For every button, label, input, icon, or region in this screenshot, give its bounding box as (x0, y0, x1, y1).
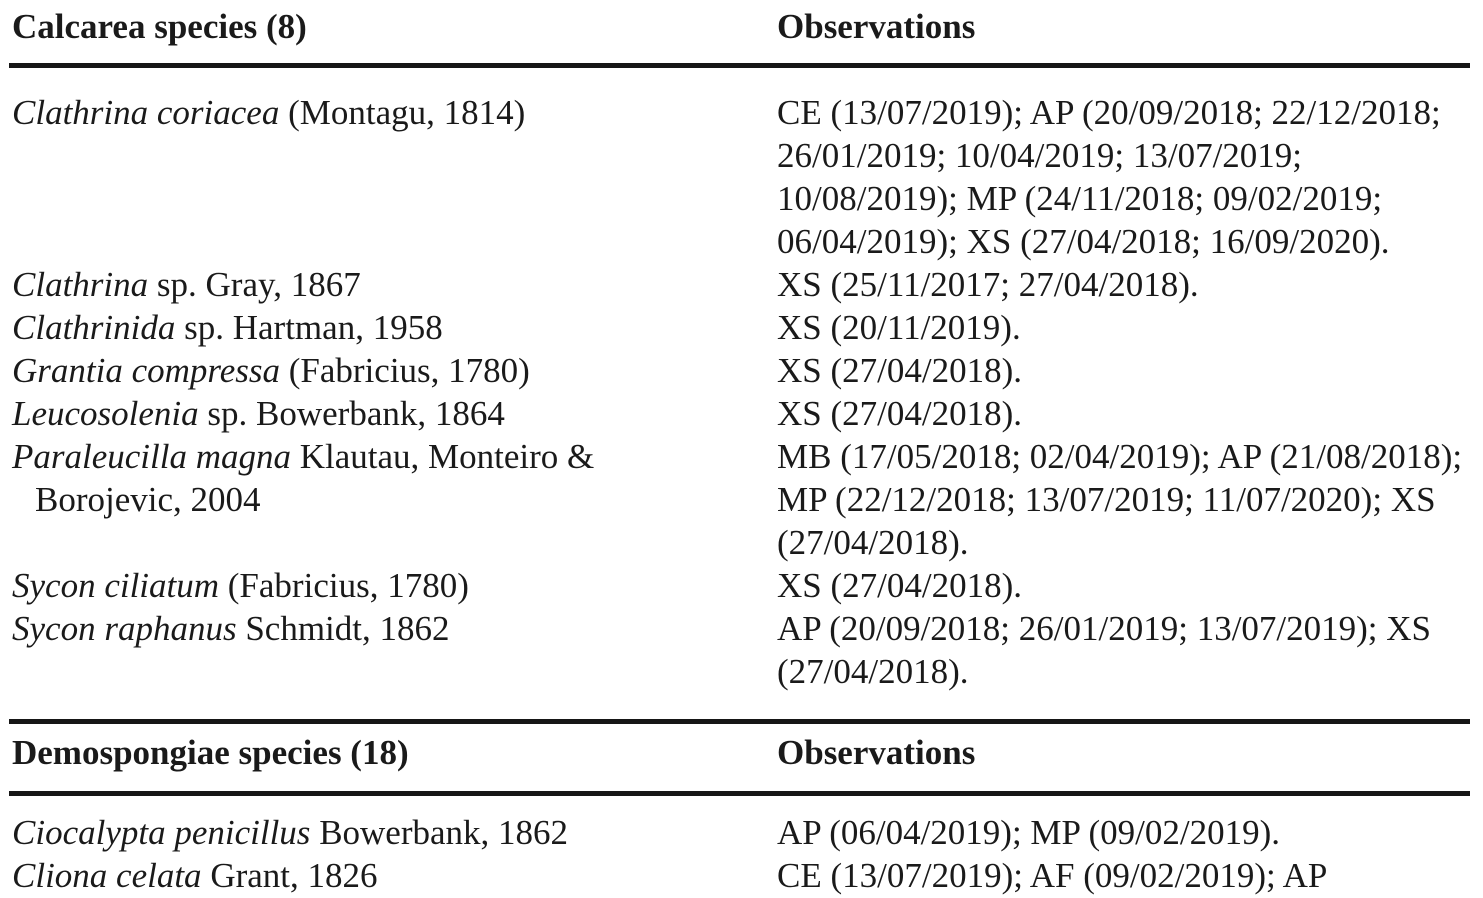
table-rule (9, 719, 1470, 724)
table-row: Clathrina sp. Gray, 1867 XS (25/11/2017;… (12, 263, 1470, 306)
table-row: Clathrinida sp. Hartman, 1958 XS (20/11/… (12, 306, 1470, 349)
observations-cell: XS (20/11/2019). (777, 308, 1021, 347)
column-header-observations: Observations (777, 733, 976, 772)
species-authority: sp. Hartman, 1958 (175, 308, 443, 347)
species-cell: Paraleucilla magna Klautau, Monteiro & B… (12, 435, 777, 521)
species-cell: Sycon raphanus Schmidt, 1862 (12, 607, 777, 650)
species-name: Sycon raphanus (12, 609, 237, 648)
table-row: Cliona celata Grant, 1826 CE (13/07/2019… (12, 854, 1470, 897)
observations-cell: XS (27/04/2018). (777, 351, 1022, 390)
demospongiae-rows: Ciocalypta penicillus Bowerbank, 1862 AP… (12, 811, 1470, 897)
column-header-species: Calcarea species (8) (12, 7, 307, 46)
observations-cell: CE (13/07/2019); AF (09/02/2019); AP (777, 856, 1328, 895)
table-row: Paraleucilla magna Klautau, Monteiro & B… (12, 435, 1470, 564)
observations-cell: XS (27/04/2018). (777, 566, 1022, 605)
species-authority: (Fabricius, 1780) (280, 351, 530, 390)
table-row: Ciocalypta penicillus Bowerbank, 1862 AP… (12, 811, 1470, 854)
species-authority: sp. Bowerbank, 1864 (198, 394, 505, 433)
species-name: Leucosolenia (12, 394, 199, 433)
observations-cell: AP (20/09/2018; 26/01/2019; 13/07/2019);… (777, 609, 1432, 691)
species-authority: sp. Gray, 1867 (148, 265, 361, 304)
table-row: Sycon ciliatum (Fabricius, 1780) XS (27/… (12, 564, 1470, 607)
species-cell: Clathrina sp. Gray, 1867 (12, 263, 777, 306)
observations-cell: CE (13/07/2019); AP (20/09/2018; 22/12/2… (777, 93, 1441, 261)
species-name: Sycon ciliatum (12, 566, 220, 605)
species-cell: Ciocalypta penicillus Bowerbank, 1862 (12, 811, 777, 854)
observations-cell: MB (17/05/2018; 02/04/2019); AP (21/08/2… (777, 437, 1463, 562)
species-name: Paraleucilla magna (12, 437, 291, 476)
observations-cell: AP (06/04/2019); MP (09/02/2019). (777, 813, 1280, 852)
table-rule (9, 63, 1470, 68)
table-row: Clathrina coriacea (Montagu, 1814) CE (1… (12, 91, 1470, 263)
calcarea-header-row: Calcarea species (8) Observations (12, 5, 1470, 48)
column-header-species: Demospongiae species (18) (12, 733, 409, 772)
species-cell: Grantia compressa (Fabricius, 1780) (12, 349, 777, 392)
table-row: Leucosolenia sp. Bowerbank, 1864 XS (27/… (12, 392, 1470, 435)
species-cell: Cliona celata Grant, 1826 (12, 854, 777, 897)
species-authority: Klautau, Monteiro & Borojevic, 2004 (35, 437, 595, 519)
column-header-observations: Observations (777, 7, 976, 46)
species-name: Clathrina coriacea (12, 93, 280, 132)
species-name: Clathrinida (12, 308, 176, 347)
species-name: Cliona celata (12, 856, 202, 895)
species-name: Grantia compressa (12, 351, 281, 390)
species-cell: Clathrinida sp. Hartman, 1958 (12, 306, 777, 349)
observations-cell: XS (25/11/2017; 27/04/2018). (777, 265, 1199, 304)
calcarea-rows: Clathrina coriacea (Montagu, 1814) CE (1… (12, 91, 1470, 693)
species-authority: Bowerbank, 1862 (310, 813, 569, 852)
species-name: Ciocalypta penicillus (12, 813, 311, 852)
demospongiae-header-row: Demospongiae species (18) Observations (12, 731, 1470, 774)
table-row: Grantia compressa (Fabricius, 1780) XS (… (12, 349, 1470, 392)
species-name: Clathrina (12, 265, 149, 304)
species-cell: Leucosolenia sp. Bowerbank, 1864 (12, 392, 777, 435)
species-authority: Grant, 1826 (201, 856, 378, 895)
species-cell: Clathrina coriacea (Montagu, 1814) (12, 91, 777, 134)
observations-cell: XS (27/04/2018). (777, 394, 1022, 433)
species-cell: Sycon ciliatum (Fabricius, 1780) (12, 564, 777, 607)
table-rule (9, 791, 1470, 796)
table-row: Sycon raphanus Schmidt, 1862 AP (20/09/2… (12, 607, 1470, 693)
species-authority: (Fabricius, 1780) (219, 566, 469, 605)
species-observations-table: Calcarea species (8) Observations Clathr… (9, 5, 1470, 897)
species-authority: (Montagu, 1814) (279, 93, 526, 132)
species-authority: Schmidt, 1862 (236, 609, 450, 648)
